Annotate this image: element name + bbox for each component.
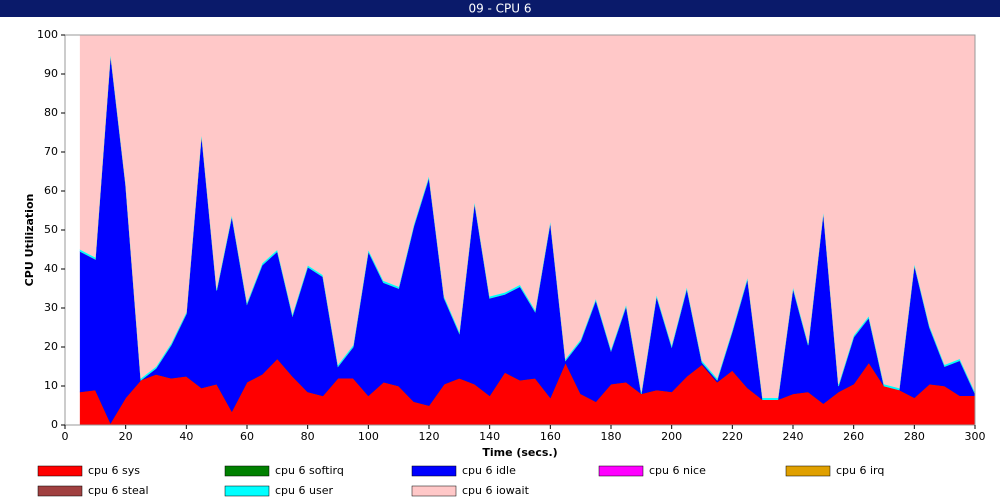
x-tick-label: 300 — [965, 430, 986, 443]
legend-swatch — [411, 465, 457, 477]
legend-label: cpu 6 steal — [88, 484, 149, 497]
y-tick-label: 10 — [44, 379, 58, 392]
x-tick-label: 160 — [540, 430, 561, 443]
y-tick-label: 30 — [44, 301, 58, 314]
y-tick-label: 80 — [44, 106, 58, 119]
x-tick-label: 20 — [119, 430, 133, 443]
y-tick-label: 100 — [37, 28, 58, 41]
y-axis-label: CPU Utilization — [23, 194, 36, 287]
x-axis-label: Time (secs.) — [482, 446, 557, 459]
legend-swatch — [37, 465, 83, 477]
legend-label: cpu 6 iowait — [462, 484, 530, 497]
legend-swatch — [411, 485, 457, 497]
x-tick-label: 40 — [179, 430, 193, 443]
x-tick-label: 60 — [240, 430, 254, 443]
x-tick-label: 240 — [783, 430, 804, 443]
legend-swatch — [785, 465, 831, 477]
legend-label: cpu 6 idle — [462, 464, 516, 477]
legend-label: cpu 6 irq — [836, 464, 884, 477]
title-bar — [0, 0, 1000, 17]
x-tick-label: 220 — [722, 430, 743, 443]
y-tick-label: 90 — [44, 67, 58, 80]
x-tick-label: 140 — [479, 430, 500, 443]
legend-label: cpu 6 user — [275, 484, 333, 497]
x-tick-label: 120 — [419, 430, 440, 443]
legend-swatch — [224, 485, 270, 497]
window-title: 09 - CPU 6 — [468, 2, 531, 16]
y-tick-label: 0 — [51, 418, 58, 431]
x-tick-label: 80 — [301, 430, 315, 443]
legend-swatch — [598, 465, 644, 477]
legend-label: cpu 6 softirq — [275, 464, 344, 477]
legend-label: cpu 6 nice — [649, 464, 706, 477]
y-tick-label: 20 — [44, 340, 58, 353]
y-tick-label: 40 — [44, 262, 58, 275]
y-tick-label: 60 — [44, 184, 58, 197]
y-tick-label: 50 — [44, 223, 58, 236]
y-tick-label: 70 — [44, 145, 58, 158]
x-tick-label: 200 — [661, 430, 682, 443]
x-tick-label: 0 — [62, 430, 69, 443]
legend-swatch — [224, 465, 270, 477]
x-tick-label: 180 — [601, 430, 622, 443]
legend-swatch — [37, 485, 83, 497]
x-tick-label: 100 — [358, 430, 379, 443]
x-tick-label: 280 — [904, 430, 925, 443]
x-tick-label: 260 — [843, 430, 864, 443]
legend-label: cpu 6 sys — [88, 464, 140, 477]
